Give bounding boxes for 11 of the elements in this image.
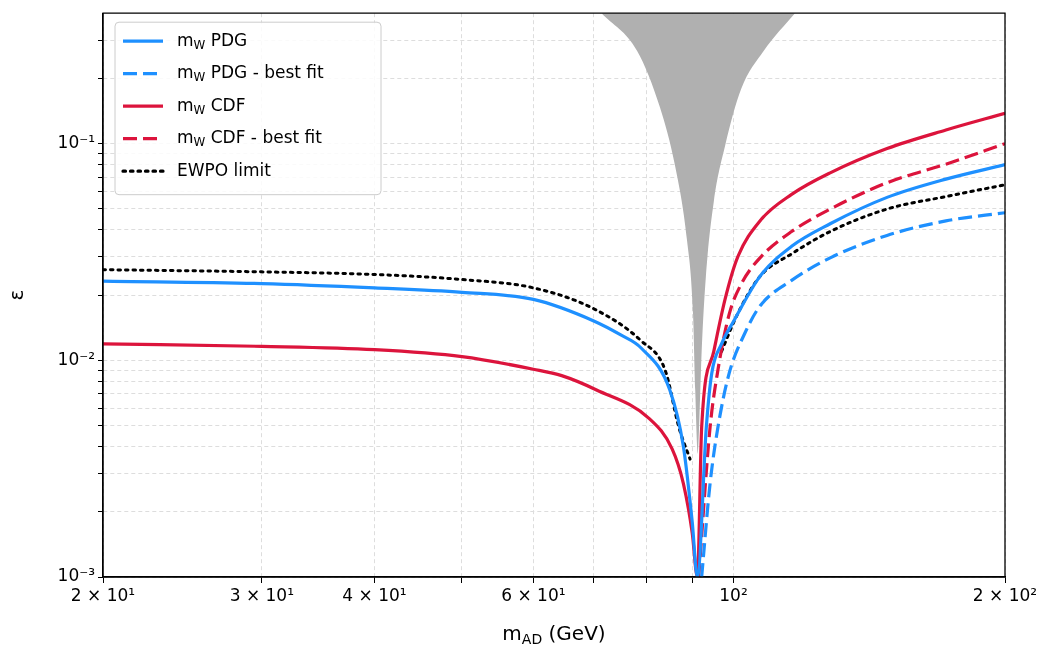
x-tick-label: 3 × 10¹ <box>229 584 294 605</box>
y-axis-title: ε <box>4 289 29 301</box>
x-tick-label: 6 × 10¹ <box>501 584 566 605</box>
legend-label: EWPO limit <box>177 159 272 180</box>
x-tick-label: 4 × 10¹ <box>342 584 407 605</box>
y-tick-label: 10⁻² <box>57 348 95 369</box>
x-tick-label: 10² <box>719 584 748 605</box>
x-tick-label: 2 × 10² <box>972 584 1038 605</box>
y-tick-label: 10⁻³ <box>57 565 95 586</box>
x-tick-label: 2 × 10¹ <box>70 584 136 605</box>
y-tick-label: 10⁻¹ <box>57 132 95 153</box>
